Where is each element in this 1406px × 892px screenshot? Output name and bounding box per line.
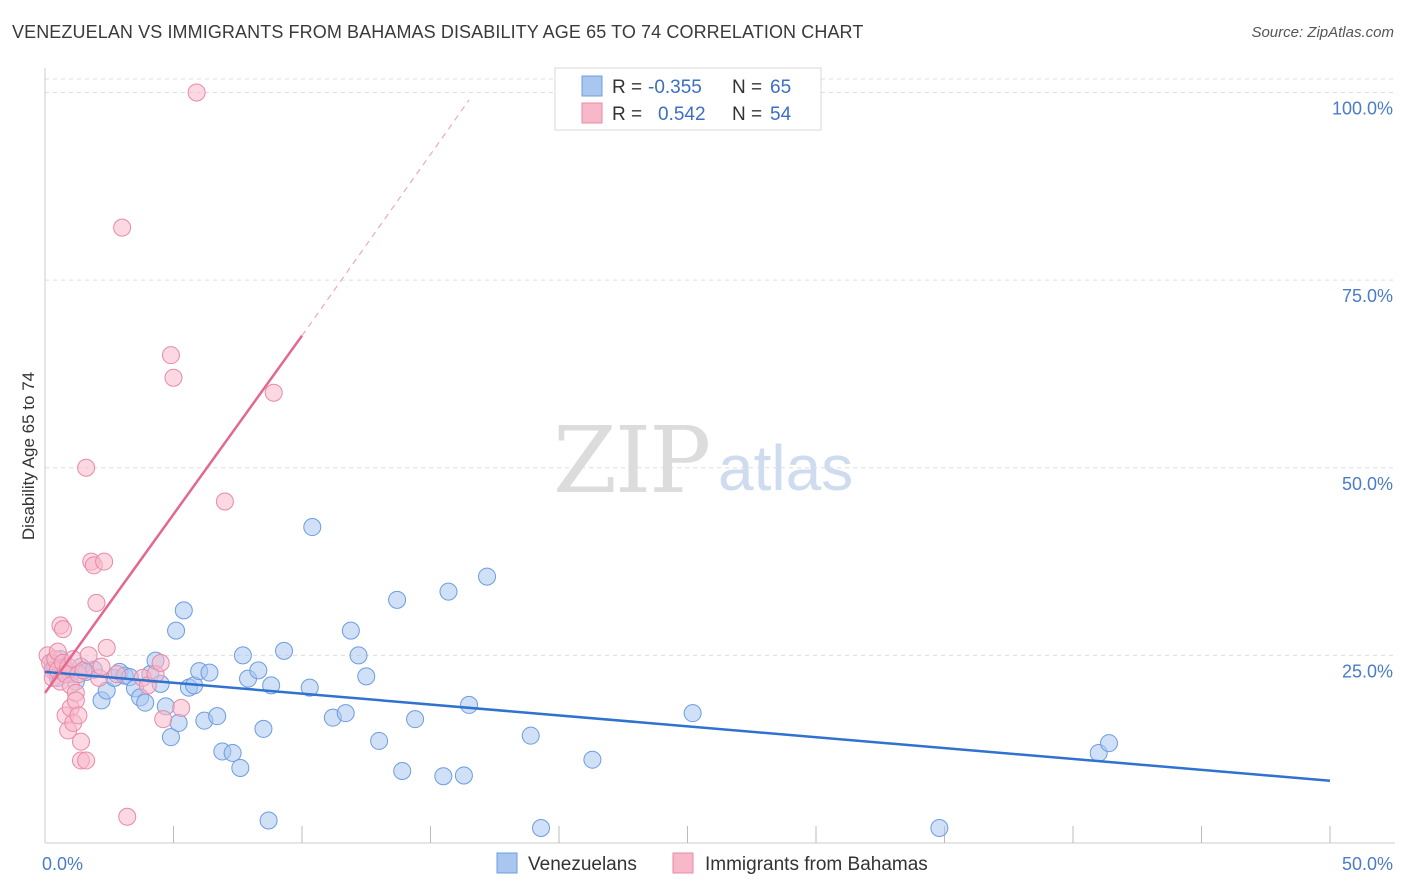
point-venezuelans-53 [406,710,425,729]
point-venezuelans-60 [532,818,551,837]
point-bahamas-36 [107,665,126,684]
x-tick-label-max: 50.0% [1342,854,1393,874]
legend-n-value-1: 65 [770,77,791,98]
trend-line-bahamas-extension [301,99,470,337]
point-venezuelans-18 [136,693,155,712]
point-bahamas-31 [87,593,106,612]
point-venezuelans-40 [259,811,278,830]
watermark-zip: ZIP [553,407,709,514]
legend-n-label-2: N = [732,104,762,125]
point-bahamas-46 [172,698,191,717]
point-venezuelans-44 [303,518,322,537]
point-bahamas-37 [113,218,132,237]
y-tick-label-75: 75.0% [1342,286,1393,306]
legend-r-value-2: 0.542 [658,104,706,125]
trend-lines [43,99,1331,782]
point-venezuelans-61 [583,750,602,769]
point-venezuelans-34 [223,743,242,762]
point-venezuelans-63 [930,818,949,837]
chart-title: VENEZUELAN VS IMMIGRANTS FROM BAHAMAS DI… [12,22,864,42]
bottom-legend-label-bahamas: Immigrants from Bahamas [705,854,928,875]
point-venezuelans-47 [341,621,360,640]
point-venezuelans-65 [1099,734,1118,753]
point-venezuelans-49 [357,667,376,686]
point-venezuelans-38 [249,661,268,680]
bottom-legend-label-venezuelans: Venezuelans [528,854,637,875]
legend-r-label-1: R = [612,77,642,98]
x-tick-label-min: 0.0% [42,854,83,874]
point-bahamas-47 [187,83,206,102]
point-bahamas-26 [77,458,96,477]
point-venezuelans-46 [336,704,355,723]
bottom-legend-swatch-blue [496,852,518,874]
point-venezuelans-48 [349,646,368,665]
legend-swatch-pink [581,102,603,124]
point-venezuelans-36 [233,646,252,665]
point-venezuelans-52 [393,761,412,780]
point-bahamas-27 [77,751,96,770]
series-bahamas [38,83,283,826]
point-venezuelans-59 [521,726,540,745]
point-venezuelans-54 [434,767,453,786]
bottom-legend: Venezuelans Immigrants from Bahamas [496,852,928,875]
grid-lines [45,78,1395,656]
legend-r-label-2: R = [612,104,642,125]
legend-r-value-1: -0.355 [648,77,702,98]
tick-labels: 25.0% 50.0% 75.0% 100.0% 0.0% 50.0% [42,99,1393,874]
point-bahamas-28 [79,646,98,665]
point-bahamas-38 [118,807,137,826]
point-bahamas-43 [154,710,173,729]
stats-legend: R = -0.355 N = 65 R = 0.542 N = 54 [554,67,822,131]
point-bahamas-9 [53,620,72,639]
point-venezuelans-62 [683,704,702,723]
point-bahamas-34 [95,552,114,571]
legend-swatch-blue [581,75,603,97]
point-bahamas-22 [69,706,88,725]
source-credit: Source: ZipAtlas.com [1251,24,1394,41]
legend-n-value-2: 54 [770,104,792,125]
point-venezuelans-42 [275,641,294,660]
point-venezuelans-26 [174,601,193,620]
point-bahamas-33 [92,657,111,676]
y-tick-label-25: 25.0% [1342,661,1393,681]
point-venezuelans-32 [208,707,227,726]
point-venezuelans-51 [388,590,407,609]
point-venezuelans-31 [200,663,219,682]
point-venezuelans-56 [454,766,473,785]
point-bahamas-48 [215,492,234,511]
series-venezuelans [43,518,1118,837]
point-venezuelans-24 [167,621,186,640]
point-venezuelans-39 [254,719,273,738]
point-bahamas-23 [71,732,90,751]
point-bahamas-42 [151,653,170,672]
point-venezuelans-50 [370,731,389,750]
y-tick-label-50: 50.0% [1342,474,1393,494]
point-venezuelans-57 [460,695,479,714]
trend-line-bahamas [43,334,304,694]
point-bahamas-35 [97,638,116,657]
point-venezuelans-55 [439,582,458,601]
y-tick-label-100: 100.0% [1332,99,1393,119]
bottom-legend-swatch-pink [672,852,694,874]
point-bahamas-49 [264,383,283,402]
point-bahamas-45 [164,368,183,387]
legend-n-label-1: N = [732,77,762,98]
point-bahamas-20 [66,691,85,710]
point-venezuelans-23 [161,728,180,747]
point-venezuelans-35 [231,758,250,777]
point-bahamas-44 [161,346,180,365]
axes [44,68,1395,844]
y-axis-label: Disability Age 65 to 74 [19,372,38,540]
trend-line-venezuelans [44,670,1331,782]
point-venezuelans-25 [169,713,188,732]
point-venezuelans-43 [300,678,319,697]
point-venezuelans-58 [478,567,497,586]
